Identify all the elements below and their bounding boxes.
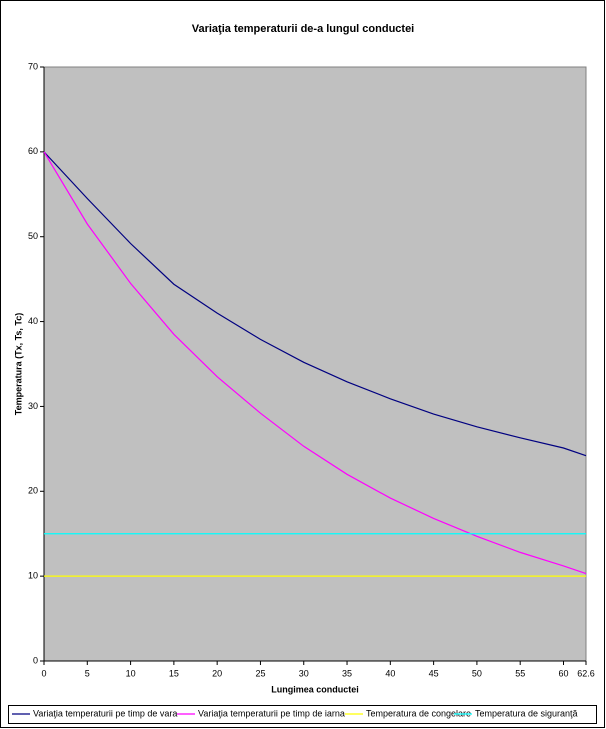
x-axis-label: Lungimea conductei [271,684,359,694]
y-axis-label: Temperatura (Tx, Ts, Tc) [13,313,23,416]
y-tick-label: 40 [28,316,38,326]
x-tick-label: 30 [299,668,309,678]
plot-area [43,66,587,662]
x-tick-label: 10 [126,668,136,678]
y-tick-label: 10 [28,571,38,581]
y-tick-label: 60 [28,146,38,156]
y-tick-label: 20 [28,486,38,496]
y-tick-label: 30 [28,401,38,411]
legend-label: Temperatura de siguranţă [475,708,578,718]
x-tick-label: 50 [472,668,482,678]
chart-title: Variaţia temperaturii de-a lungul conduc… [192,23,415,35]
x-tick-label: 40 [385,668,395,678]
legend-label: Variaţia temperaturii pe timp de iarna [198,708,345,718]
x-tick-label: 15 [169,668,179,678]
legend-label: Variaţia temperaturii pe timp de vara [33,708,177,718]
series-line [43,151,587,457]
x-tick-label: 55 [515,668,525,678]
x-tick-label: 60 [558,668,568,678]
x-tick-label: 62.6 [577,668,595,678]
x-tick-label: 20 [212,668,222,678]
series-line [43,151,587,575]
y-tick-label: 50 [28,231,38,241]
x-tick-label: 0 [41,668,46,678]
y-tick-label: 0 [33,655,38,665]
x-tick-label: 45 [429,668,439,678]
y-tick-label: 70 [28,61,38,71]
legend-label: Temperatura de congelare [366,708,471,718]
x-tick-label: 5 [85,668,90,678]
x-tick-label: 35 [342,668,352,678]
x-tick-label: 25 [255,668,265,678]
legend-box [8,705,597,724]
